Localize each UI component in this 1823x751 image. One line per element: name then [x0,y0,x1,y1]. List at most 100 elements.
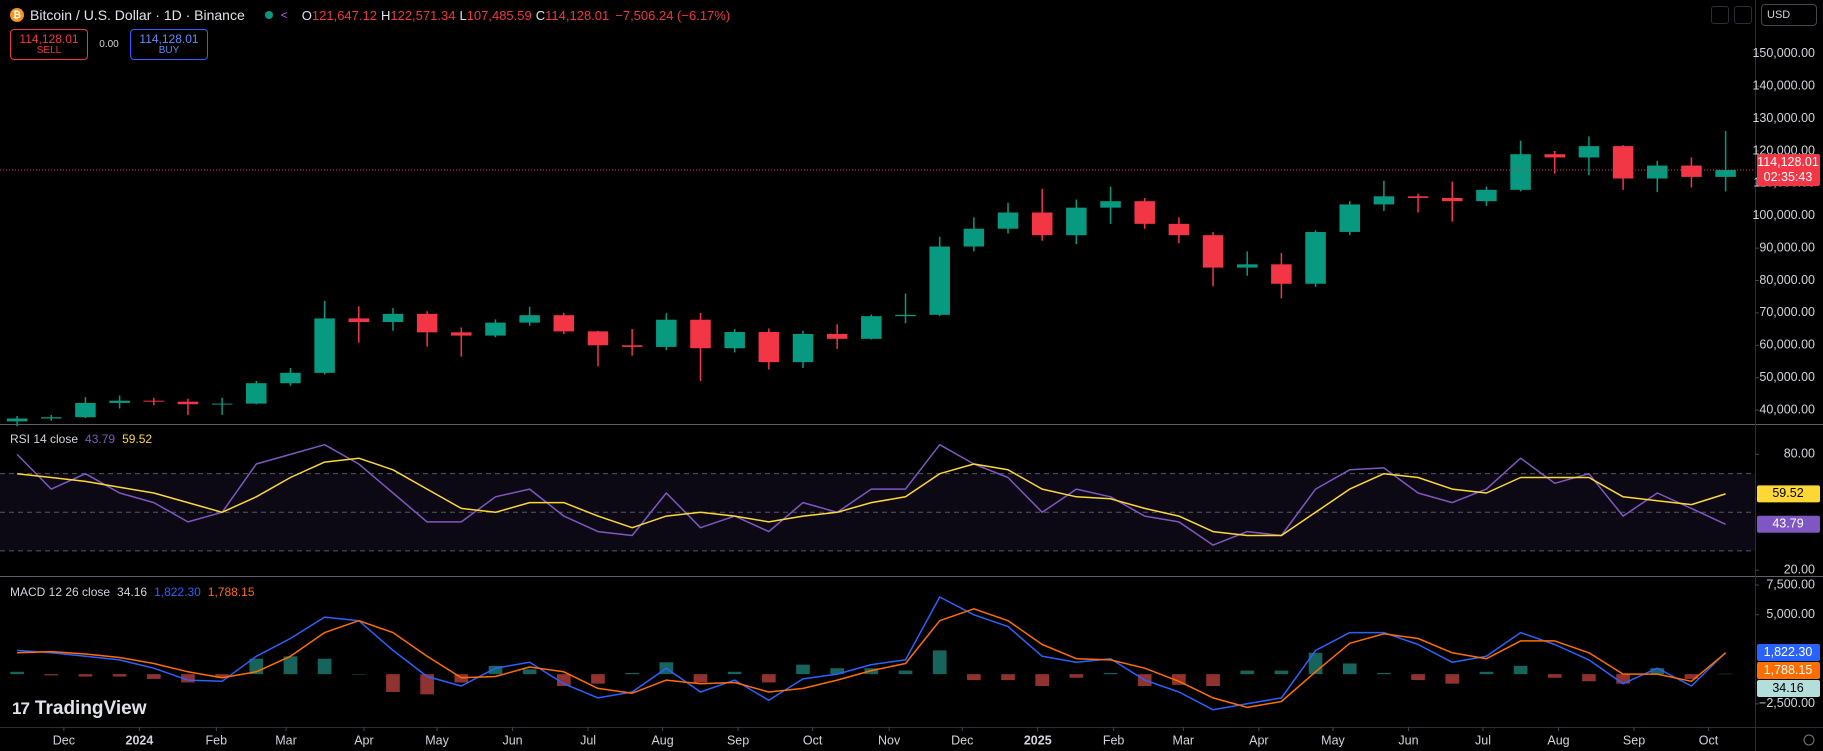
y-tick-label: 150,000.00 [1752,46,1815,60]
x-tick-label: Oct [1699,733,1719,747]
series-line [16,443,1726,546]
toolbar-button[interactable] [1734,6,1752,24]
candle-body [1544,154,1566,158]
candle-body [246,383,267,404]
histogram-bar [181,674,195,683]
share-icon[interactable]: < [280,8,288,22]
candle-body [1271,264,1292,284]
histogram-bar [1172,674,1186,685]
currency-selector[interactable]: USD [1761,4,1817,26]
rsi-ma-value: 59.52 [122,432,153,446]
axis-value-tag-label: 114,128.01 [1757,155,1819,169]
candle-body [997,212,1019,229]
candle-body [75,402,96,418]
x-tick-label: Mar [1173,733,1195,747]
x-tick-label: Jun [502,733,522,747]
spread: 0.00 [99,39,119,50]
macd-title[interactable]: MACD 12 26 close [10,585,111,599]
sell-label: SELL [36,44,62,56]
candle-body [553,315,575,332]
candle-body [1510,154,1531,190]
histogram-bar [1650,668,1665,675]
histogram-value: 34.16 [117,585,148,599]
sell-button[interactable]: 114,128.01 SELL [10,29,88,60]
histogram-bar [1513,665,1528,675]
y-tick-label: 80,000.00 [1759,273,1815,287]
candle-body [861,316,882,339]
market-status[interactable] [264,11,273,19]
series-line [17,596,1727,711]
x-tick-label: Jul [1475,733,1491,747]
y-tick-label: 70,000.00 [1759,305,1815,319]
x-tick-label: Sep [1623,733,1645,747]
axis-value-tag [1757,662,1820,680]
histogram-bar [1342,663,1357,675]
x-tick-label: Dec [951,733,973,747]
axis-value-tag [1757,485,1820,503]
y-tick-label: 90,000.00 [1759,240,1815,254]
x-tick-label: Apr [354,733,373,747]
candle-body [382,313,404,322]
rsi-title[interactable]: RSI 14 close [10,432,79,446]
candle-body [1031,212,1053,236]
macd-legend: MACD 12 26 close 34.16 1,822.30 1,788.15 [10,585,262,599]
histogram-bar [317,658,332,675]
candle-body [690,319,711,349]
candle-body [1305,231,1326,284]
y-tick-label: 80.00 [1784,447,1815,461]
buy-label: BUY [158,44,180,56]
histogram-bar [1479,671,1494,675]
histogram-bar [1069,674,1084,678]
histogram-bar [796,664,810,675]
candle-body [1715,169,1736,177]
candle-body [1407,196,1429,198]
ohlc-value: 107,485.59 [466,7,532,23]
symbol-title[interactable]: Bitcoin / U.S. Dollar · 1D · Binance [30,7,245,23]
candle-body [41,417,62,419]
settings-icon[interactable] [1803,734,1815,746]
bitcoin-icon: ₿ [10,8,24,22]
candle-body [143,400,165,402]
candle-body [109,400,130,403]
logo-mark: 17 [12,699,30,718]
buy-button[interactable]: 114,128.01 BUY [130,29,208,60]
axis-value-tag-label: 1,788.15 [1764,663,1813,677]
histogram-bar [146,674,161,679]
histogram-bar [1411,674,1425,681]
histogram-bar [112,674,127,677]
signal-value: 1,788.15 [207,585,255,599]
toolbar-button[interactable] [1711,6,1729,24]
x-tick-label: Mar [275,733,297,747]
ohlc-value: 122,571.34 [390,7,456,23]
y-tick-label: 20.00 [1784,563,1815,577]
histogram-bar [351,674,366,675]
candle-body [929,246,950,315]
y-tick-label: 100,000.00 [1752,208,1815,222]
candle-body [895,314,916,317]
histogram-bar [78,674,93,677]
histogram-bar [420,674,434,695]
candle-body [519,315,540,323]
x-tick-label: Dec [53,733,75,747]
histogram-bar [1240,670,1255,675]
histogram-bar [1582,674,1596,682]
histogram-bar [625,672,639,675]
histogram-bar [1616,674,1630,684]
y-tick-label: 50,000.00 [1759,370,1815,384]
candle-body [6,418,28,422]
y-tick-label: 130,000.00 [1752,111,1815,125]
y-tick-label: −2,500.00 [1759,696,1815,710]
candle-body [1066,207,1087,236]
candle-body [1647,165,1668,179]
candle-body [724,332,745,349]
axis-value-tag-label: 1,822.30 [1764,645,1813,659]
candle-body [1681,165,1702,177]
y-tick-label: 7,500.00 [1766,577,1815,591]
rsi-value: 43.79 [85,432,116,446]
x-tick-label: Apr [1249,733,1268,747]
x-tick-label: Feb [206,733,228,747]
histogram-bar [1718,673,1733,675]
